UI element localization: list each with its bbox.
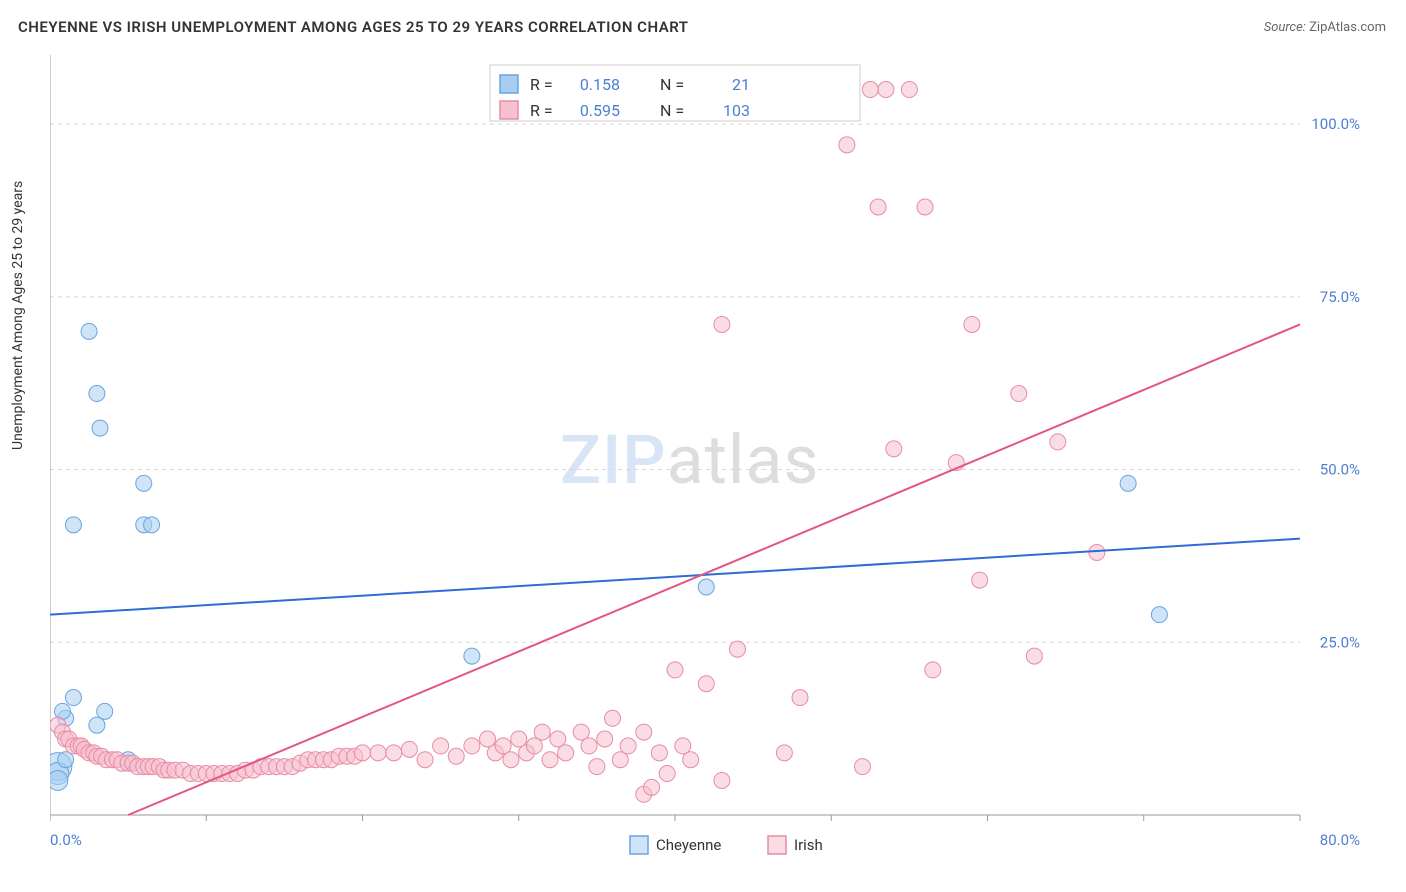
- data-point: [92, 420, 108, 436]
- data-point: [550, 731, 566, 747]
- data-point: [464, 648, 480, 664]
- data-point: [667, 662, 683, 678]
- data-point: [675, 738, 691, 754]
- bottom-legend-swatch: [630, 836, 648, 854]
- data-point: [480, 731, 496, 747]
- data-point: [651, 745, 667, 761]
- legend-swatch: [500, 75, 518, 93]
- legend-swatch: [500, 101, 518, 119]
- data-point: [972, 572, 988, 588]
- data-point: [495, 738, 511, 754]
- data-point: [644, 779, 660, 795]
- data-point: [870, 199, 886, 215]
- data-point: [714, 316, 730, 332]
- data-point: [612, 752, 628, 768]
- data-point: [511, 731, 527, 747]
- data-point: [605, 710, 621, 726]
- data-point: [464, 738, 480, 754]
- data-point: [448, 748, 464, 764]
- data-point: [862, 82, 878, 98]
- data-point: [526, 738, 542, 754]
- data-point: [1151, 607, 1167, 623]
- data-point: [558, 745, 574, 761]
- bottom-legend-label: Cheyenne: [656, 836, 721, 854]
- data-point: [503, 752, 519, 768]
- data-point: [925, 662, 941, 678]
- data-point: [714, 772, 730, 788]
- data-point: [144, 517, 160, 533]
- data-point: [81, 323, 97, 339]
- data-point: [964, 316, 980, 332]
- data-point: [901, 82, 917, 98]
- correlation-chart: 25.0% 50.0% 75.0% 100.0% 0.0% 80.0% R = 0.158 N …: [50, 55, 1386, 865]
- y-tick-label: 25.0%: [1320, 633, 1360, 651]
- data-point: [878, 82, 894, 98]
- data-point: [89, 386, 105, 402]
- trend-line: [50, 539, 1300, 615]
- data-point: [58, 752, 74, 768]
- data-point: [355, 745, 371, 761]
- source-label: Source:: [1264, 20, 1306, 35]
- data-point: [1011, 386, 1027, 402]
- data-point: [65, 690, 81, 706]
- data-point: [401, 741, 417, 757]
- source-value: ZipAtlas.com: [1309, 20, 1386, 35]
- legend-r-label: R =: [530, 75, 553, 94]
- data-point: [597, 731, 613, 747]
- data-point: [370, 745, 386, 761]
- x-min-label: 0.0%: [50, 831, 82, 849]
- data-point: [855, 759, 871, 775]
- bottom-legend-label: Irish: [794, 836, 823, 854]
- y-tick-label: 50.0%: [1320, 461, 1360, 479]
- data-point: [1050, 434, 1066, 450]
- legend-n-label: N =: [660, 101, 684, 120]
- data-point: [839, 137, 855, 153]
- data-point: [433, 738, 449, 754]
- data-point: [776, 745, 792, 761]
- data-point: [97, 703, 113, 719]
- data-point: [50, 770, 68, 790]
- data-point: [417, 752, 433, 768]
- trend-line: [128, 324, 1300, 815]
- legend-n-value: 21: [732, 75, 750, 94]
- x-max-label: 80.0%: [1320, 831, 1360, 849]
- data-point: [1026, 648, 1042, 664]
- y-axis-label: Unemployment Among Ages 25 to 29 years: [10, 181, 26, 450]
- data-point: [886, 441, 902, 457]
- data-point: [534, 724, 550, 740]
- legend-r-label: R =: [530, 101, 553, 120]
- data-point: [1089, 544, 1105, 560]
- legend-r-value: 0.595: [580, 101, 620, 120]
- data-point: [386, 745, 402, 761]
- data-point: [659, 766, 675, 782]
- bottom-legend-swatch: [768, 836, 786, 854]
- data-point: [581, 738, 597, 754]
- data-point: [620, 738, 636, 754]
- data-point: [683, 752, 699, 768]
- source-attribution: Source: ZipAtlas.com: [1264, 20, 1386, 35]
- data-point: [136, 475, 152, 491]
- legend-n-value: 103: [723, 101, 750, 120]
- y-tick-label: 75.0%: [1320, 288, 1360, 306]
- legend-r-value: 0.158: [580, 75, 620, 94]
- data-point: [542, 752, 558, 768]
- data-point: [573, 724, 589, 740]
- data-point: [792, 690, 808, 706]
- data-point: [730, 641, 746, 657]
- legend-n-label: N =: [660, 75, 684, 94]
- data-point: [698, 579, 714, 595]
- data-point: [65, 517, 81, 533]
- data-point: [917, 199, 933, 215]
- chart-title: CHEYENNE VS IRISH UNEMPLOYMENT AMONG AGE…: [18, 18, 689, 36]
- data-point: [589, 759, 605, 775]
- y-tick-label: 100.0%: [1311, 115, 1360, 133]
- data-point: [698, 676, 714, 692]
- data-point: [1120, 475, 1136, 491]
- data-point: [636, 724, 652, 740]
- data-point: [89, 717, 105, 733]
